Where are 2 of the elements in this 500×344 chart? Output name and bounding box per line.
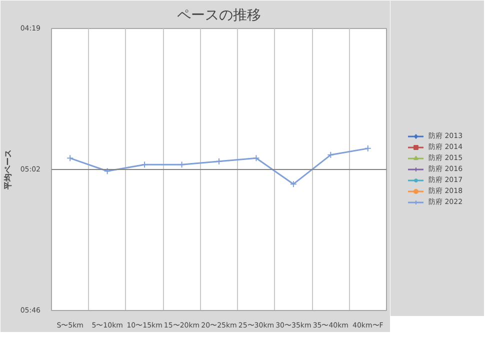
y-axis-title: 平均ペース: [3, 150, 12, 190]
chart-title: ペースの推移: [177, 8, 261, 24]
